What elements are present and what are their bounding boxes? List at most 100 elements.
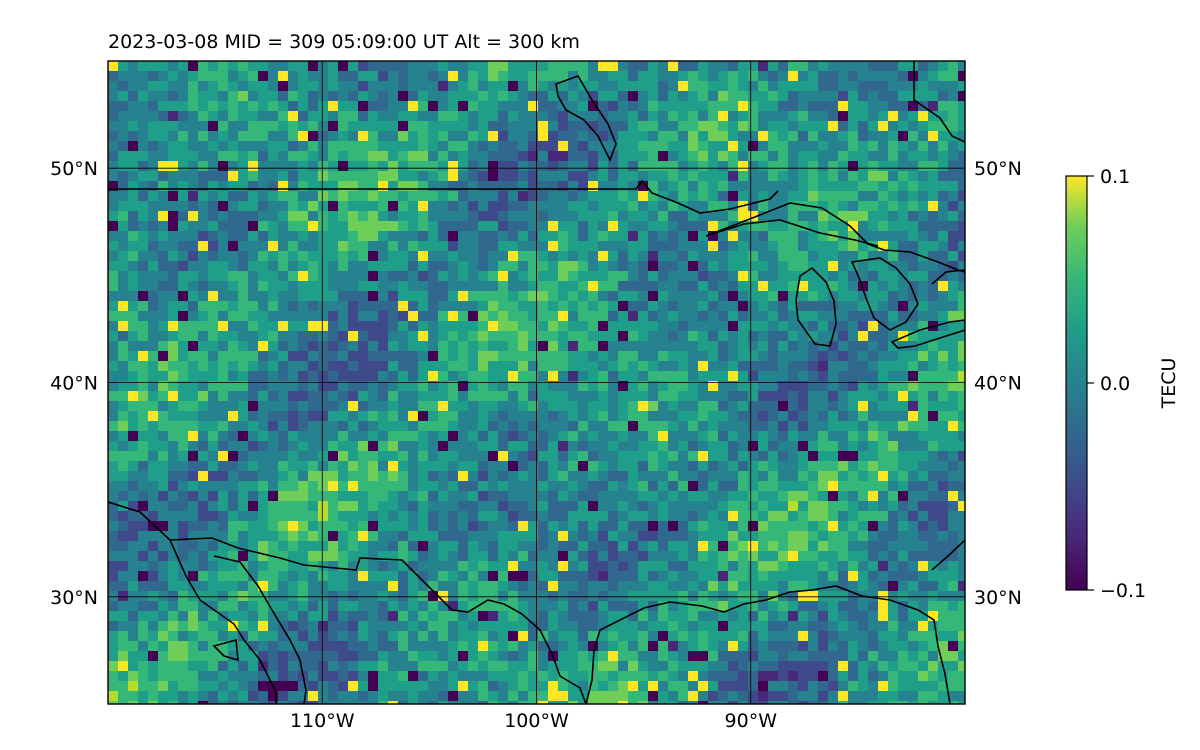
- tec-cell: [828, 351, 838, 361]
- tec-cell: [568, 121, 578, 131]
- tec-cell: [678, 141, 688, 151]
- tec-cell: [748, 311, 758, 321]
- tec-cell: [108, 611, 118, 621]
- tec-cell: [498, 361, 508, 371]
- tec-cell: [278, 171, 288, 181]
- tec-cell: [828, 141, 838, 151]
- tec-cell: [118, 221, 128, 231]
- tec-cell: [848, 301, 858, 311]
- tec-cell: [238, 511, 248, 521]
- tec-cell: [308, 211, 318, 221]
- tec-cell: [428, 351, 438, 361]
- tec-cell: [368, 201, 378, 211]
- tec-cell: [678, 181, 688, 191]
- tec-cell: [668, 141, 678, 151]
- tec-cell: [758, 451, 768, 461]
- tec-cell: [348, 631, 358, 641]
- tec-cell: [628, 151, 638, 161]
- tec-cell: [648, 571, 658, 581]
- tec-cell: [588, 601, 598, 611]
- tec-cell: [498, 141, 508, 151]
- tec-cell: [918, 271, 928, 281]
- tec-cell: [528, 131, 538, 141]
- tec-cell: [938, 501, 948, 511]
- tec-cell: [348, 201, 358, 211]
- tec-cell: [228, 171, 238, 181]
- tec-cell: [308, 351, 318, 361]
- tec-cell: [148, 611, 158, 621]
- tec-cell: [418, 501, 428, 511]
- tec-cell: [738, 491, 748, 501]
- tec-cell: [938, 371, 948, 381]
- tec-cell: [788, 381, 798, 391]
- tec-cell: [778, 171, 788, 181]
- tec-cell: [958, 631, 965, 641]
- tec-cell: [728, 301, 738, 311]
- tec-cell: [128, 181, 138, 191]
- tec-cell: [508, 591, 518, 601]
- tec-cell: [108, 541, 118, 551]
- tec-cell: [388, 591, 398, 601]
- tec-cell: [218, 161, 228, 171]
- tec-cell: [448, 251, 458, 261]
- tec-cell: [508, 521, 518, 531]
- tec-cell: [538, 261, 548, 271]
- tec-cell: [578, 361, 588, 371]
- tec-cell: [138, 581, 148, 591]
- tec-cell: [378, 221, 388, 231]
- tec-cell: [818, 381, 828, 391]
- tec-cell: [298, 351, 308, 361]
- tec-cell: [578, 601, 588, 611]
- tec-cell: [608, 301, 618, 311]
- tec-cell: [588, 131, 598, 141]
- tec-cell: [678, 231, 688, 241]
- tec-cell: [958, 461, 965, 471]
- tec-cell: [548, 491, 558, 501]
- tec-cell: [188, 601, 198, 611]
- tec-cell: [578, 381, 588, 391]
- tec-cell: [858, 601, 868, 611]
- tec-cell: [498, 451, 508, 461]
- tec-cell: [828, 481, 838, 491]
- tec-cell: [438, 431, 448, 441]
- tec-cell: [958, 561, 965, 571]
- tec-cell: [898, 421, 908, 431]
- tec-cell: [308, 321, 318, 331]
- tec-cell: [828, 261, 838, 271]
- tec-cell: [298, 471, 308, 481]
- tec-cell: [328, 321, 338, 331]
- tec-cell: [838, 311, 848, 321]
- tec-cell: [738, 621, 748, 631]
- tec-cell: [558, 161, 568, 171]
- tec-cell: [438, 131, 448, 141]
- tec-cell: [528, 371, 538, 381]
- tec-cell: [848, 381, 858, 391]
- tec-cell: [608, 141, 618, 151]
- tec-cell: [228, 391, 238, 401]
- tec-cell: [368, 231, 378, 241]
- tec-cell: [148, 421, 158, 431]
- tec-cell: [738, 291, 748, 301]
- tec-cell: [118, 471, 128, 481]
- tec-cell: [478, 91, 488, 101]
- tec-cell: [358, 471, 368, 481]
- tec-cell: [468, 71, 478, 81]
- tec-cell: [438, 491, 448, 501]
- tec-cell: [918, 211, 928, 221]
- tec-cell: [688, 321, 698, 331]
- tec-cell: [508, 91, 518, 101]
- tec-cell: [928, 291, 938, 301]
- tec-cell: [898, 481, 908, 491]
- tec-cell: [248, 221, 258, 231]
- tec-cell: [828, 551, 838, 561]
- tec-cell: [348, 291, 358, 301]
- tec-cell: [518, 161, 528, 171]
- tec-cell: [948, 281, 958, 291]
- tec-cell: [518, 291, 528, 301]
- tec-cell: [768, 571, 778, 581]
- tec-cell: [258, 121, 268, 131]
- tec-cell: [888, 171, 898, 181]
- tec-cell: [778, 391, 788, 401]
- tec-cell: [628, 221, 638, 231]
- tec-cell: [908, 461, 918, 471]
